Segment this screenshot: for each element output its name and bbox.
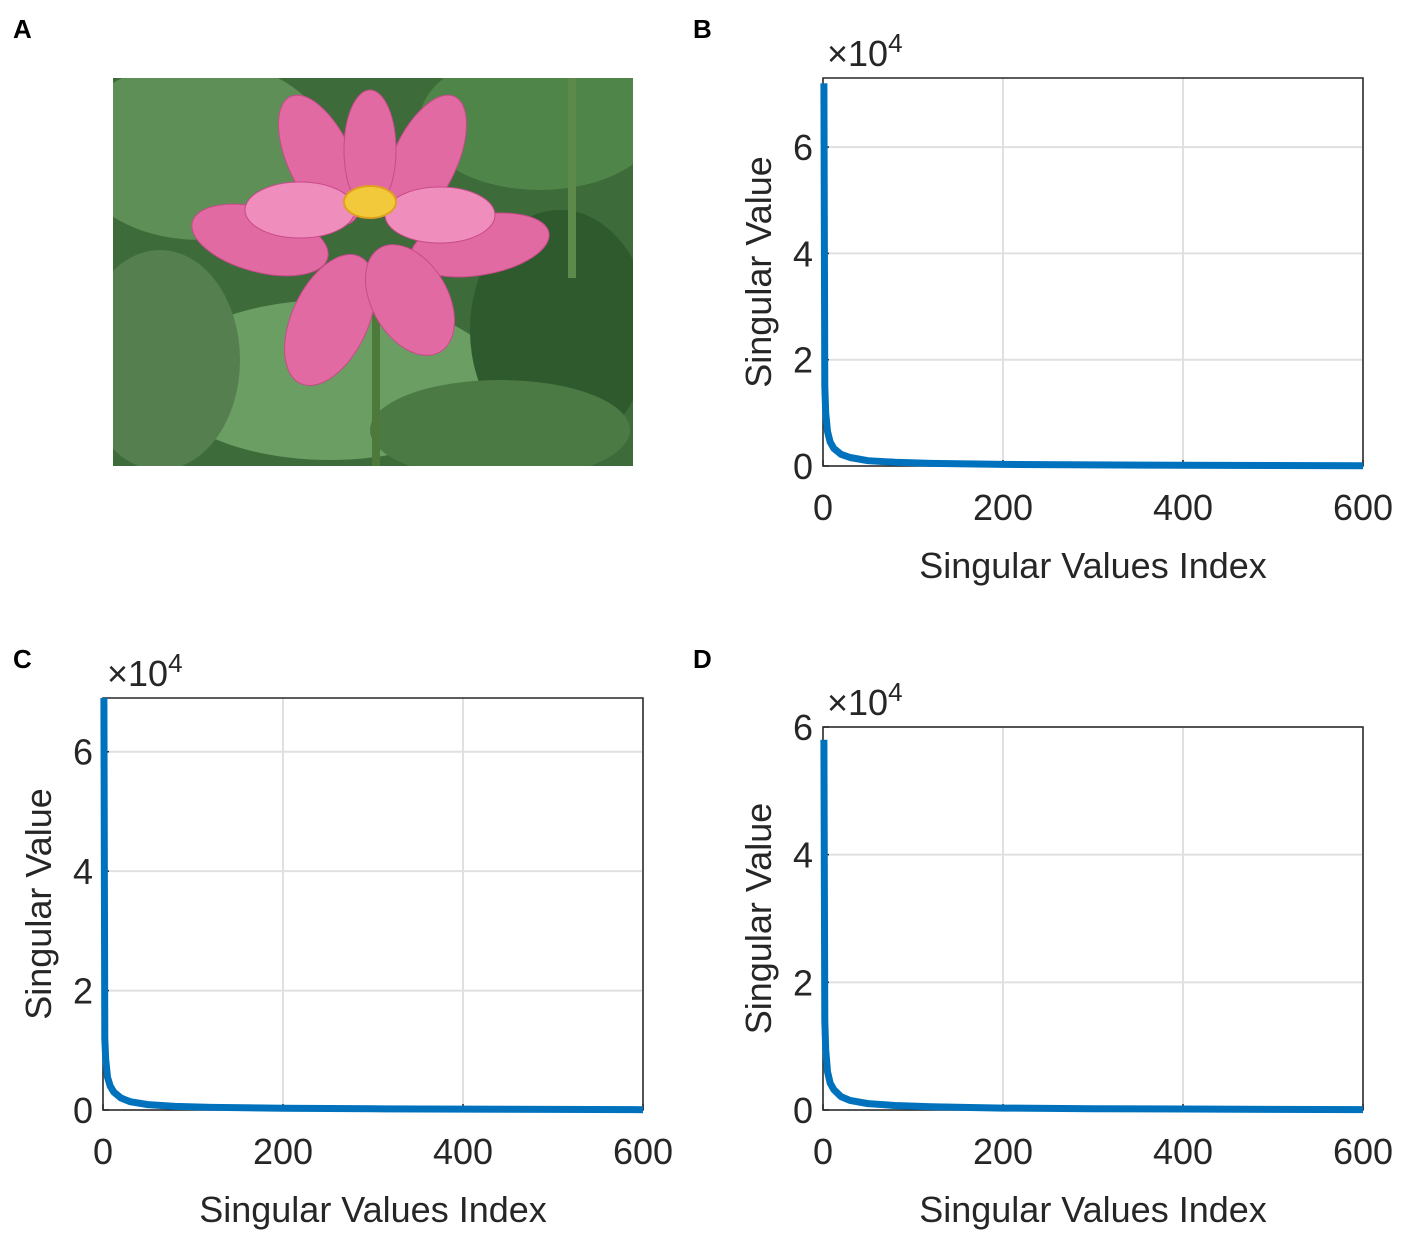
y-multiplier: ×104	[827, 677, 903, 723]
y-tick-label: 2	[793, 962, 813, 1003]
x-tick-label: 0	[93, 1131, 113, 1172]
x-tick-label: 600	[613, 1131, 673, 1172]
y-tick-label: 4	[793, 233, 813, 274]
x-tick-label: 0	[813, 1131, 833, 1172]
y-multiplier-base: ×10	[827, 33, 888, 74]
panel-label: D	[693, 644, 712, 674]
panel-label: B	[693, 14, 712, 44]
panel-label: C	[13, 644, 32, 674]
y-tick-label: 6	[793, 707, 813, 748]
lotus-photo	[113, 78, 633, 466]
data-line	[100, 697, 644, 1114]
y-multiplier: ×104	[107, 648, 183, 694]
y-multiplier-base: ×10	[107, 653, 168, 694]
x-axis-label: Singular Values Index	[199, 1189, 547, 1230]
x-tick-label: 600	[1333, 1131, 1393, 1172]
y-tick-label: 2	[73, 971, 93, 1012]
panel-label: A	[13, 14, 32, 44]
data-line	[820, 83, 1364, 470]
y-axis-label: Singular Value	[738, 803, 779, 1035]
x-tick-label: 200	[973, 487, 1033, 528]
y-multiplier-exponent: 4	[168, 648, 182, 678]
x-tick-label: 200	[973, 1131, 1033, 1172]
y-tick-label: 0	[793, 446, 813, 487]
x-tick-label: 400	[1153, 487, 1213, 528]
y-tick-label: 6	[73, 732, 93, 773]
y-multiplier-base: ×10	[827, 682, 888, 723]
y-tick-label: 2	[793, 340, 813, 381]
plot-frame	[822, 726, 1364, 1111]
data-line	[820, 739, 1364, 1114]
y-multiplier-exponent: 4	[888, 28, 902, 58]
y-tick-label: 6	[793, 127, 813, 168]
y-axis-label: Singular Value	[18, 788, 59, 1020]
plot-frame	[822, 77, 1364, 467]
x-axis-label: Singular Values Index	[919, 545, 1267, 586]
y-tick-label: 0	[793, 1090, 813, 1131]
y-tick-label: 0	[73, 1090, 93, 1131]
y-multiplier: ×104	[827, 28, 903, 74]
x-tick-label: 0	[813, 487, 833, 528]
plot-frame	[102, 697, 644, 1111]
x-tick-label: 400	[433, 1131, 493, 1172]
y-tick-label: 4	[793, 835, 813, 876]
y-tick-label: 4	[73, 851, 93, 892]
x-tick-label: 600	[1333, 487, 1393, 528]
y-axis-label: Singular Value	[738, 156, 779, 388]
x-axis-label: Singular Values Index	[919, 1189, 1267, 1230]
x-tick-label: 400	[1153, 1131, 1213, 1172]
y-multiplier-exponent: 4	[888, 677, 902, 707]
x-tick-label: 200	[253, 1131, 313, 1172]
